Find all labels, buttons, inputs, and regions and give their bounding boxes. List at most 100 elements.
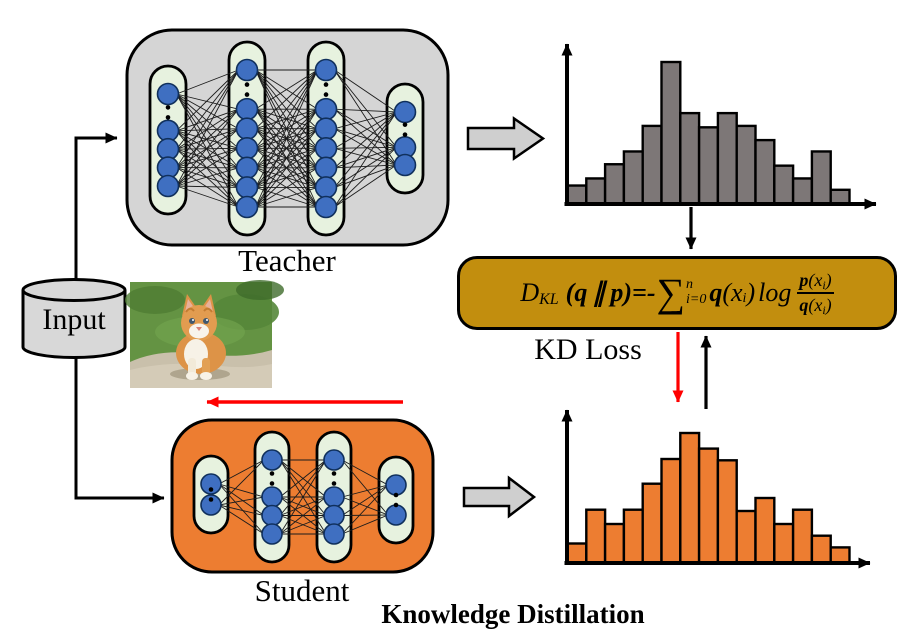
net-edge: [176, 167, 239, 187]
net-edge: [176, 93, 239, 110]
net-edge: [255, 108, 318, 188]
net-edge: [176, 108, 239, 187]
formula-token: (: [565, 278, 575, 307]
teacher-output-distribution-bar: [754, 138, 776, 206]
net-edge: [176, 93, 239, 169]
net-edge: [334, 147, 397, 166]
student-output-distribution-bar: [735, 509, 757, 565]
net-edge: [176, 130, 239, 188]
layer-ellipsis-dot: [269, 471, 275, 476]
fraction-numerator: p(xi): [797, 270, 834, 294]
net-edge: [334, 69, 397, 148]
net-edge: [279, 496, 327, 516]
student-output-distribution-bar: [660, 457, 682, 565]
neuron-node: [385, 504, 407, 526]
input-cylinder: [21, 278, 127, 359]
neuron-node: [235, 156, 259, 180]
teacher-output-distribution-bar: [773, 164, 795, 206]
diagram-title: Knowledge Distillation: [381, 599, 645, 629]
net-edge: [334, 164, 397, 188]
teacher-output-distribution-bar: [829, 188, 851, 206]
net-edge: [176, 93, 239, 188]
net-edge: [334, 111, 397, 169]
teacher-network: [148, 40, 425, 237]
student-output-distribution-bar: [697, 447, 720, 565]
net-edge: [255, 69, 318, 130]
formula-token: i: [742, 291, 747, 306]
student-output-distribution-bar: [679, 431, 701, 565]
teacher-output-distribution-bar: [585, 177, 607, 206]
neuron-node: [261, 523, 283, 545]
formula-token: ∥: [592, 278, 606, 307]
neuron-node: [314, 58, 338, 82]
formula-token: i=0: [686, 292, 707, 307]
net-edge: [255, 69, 318, 169]
layer-ellipsis-dot: [402, 132, 408, 137]
neuron-node: [235, 117, 259, 141]
net-edge: [176, 185, 239, 188]
neuron-node: [261, 449, 283, 471]
net-edge: [341, 496, 389, 516]
net-edge: [176, 108, 239, 132]
layer-ellipsis-dot: [402, 122, 408, 127]
net-edge: [218, 496, 265, 506]
net-edge: [255, 69, 318, 208]
neuron-node: [314, 156, 338, 180]
layer-ellipsis-dot: [165, 105, 171, 110]
neuron-node: [393, 153, 417, 177]
layer-ellipsis-dot: [393, 502, 399, 508]
neuron-node: [314, 136, 338, 160]
formula-token: )=-: [623, 278, 656, 307]
net-edge: [341, 514, 389, 535]
teacher-output-distribution-bar: [697, 126, 720, 206]
teacher-output-distribution-bar: [641, 124, 663, 206]
teacher-output-distribution-bar: [716, 111, 738, 206]
net-edge: [255, 69, 318, 110]
net-edge: [255, 128, 318, 208]
net-edge: [176, 148, 239, 208]
layer-ellipsis-dot: [331, 471, 337, 476]
teacher-output-distribution-bar: [566, 184, 588, 206]
cylinder-body: [21, 290, 127, 359]
student-output-distribution-bar: [566, 542, 588, 565]
neuron-node: [323, 504, 345, 527]
net-edge: [334, 108, 397, 113]
net-edge: [176, 185, 239, 208]
neuron-node: [385, 474, 407, 496]
net-edge: [255, 69, 318, 188]
teacher-output-distribution-bar: [679, 111, 701, 206]
net-edge: [341, 514, 389, 516]
formula-token: p: [610, 278, 624, 307]
student-output-distribution-bar: [829, 546, 851, 565]
student-label: Student: [254, 573, 350, 608]
layer-ellipsis-dot: [208, 487, 214, 492]
net-edge: [176, 128, 239, 187]
net-edge: [279, 459, 327, 498]
net-edge: [176, 93, 239, 208]
net-edge: [176, 69, 239, 187]
formula-token: q: [574, 278, 588, 307]
net-edge: [218, 459, 265, 485]
neuron-node: [323, 523, 345, 545]
layer-ellipsis-dot: [244, 92, 250, 97]
layer-ellipsis-dot: [269, 481, 275, 486]
formula-token: n: [686, 277, 693, 293]
sigma-limits: n i=0: [686, 278, 706, 307]
neuron-node: [261, 504, 283, 527]
layer-ellipsis-dot: [331, 481, 337, 486]
net-edge: [334, 111, 397, 149]
neuron-node: [393, 100, 417, 124]
formula-fraction: p(xi) q(xi): [797, 270, 834, 317]
teacher-output-distribution-bar: [791, 177, 814, 206]
fraction-denominator: q(xi): [799, 295, 832, 317]
student-to-histogram-block-arrow: [462, 475, 537, 519]
teacher-output-distribution-bar: [660, 60, 682, 206]
cat-photo: [125, 280, 284, 388]
neuron-node: [261, 486, 283, 508]
net-edge: [334, 164, 397, 169]
net-edge: [176, 167, 239, 208]
student-output-distribution-bar: [622, 508, 644, 565]
net-edge: [334, 108, 397, 148]
net-edge: [334, 111, 397, 208]
